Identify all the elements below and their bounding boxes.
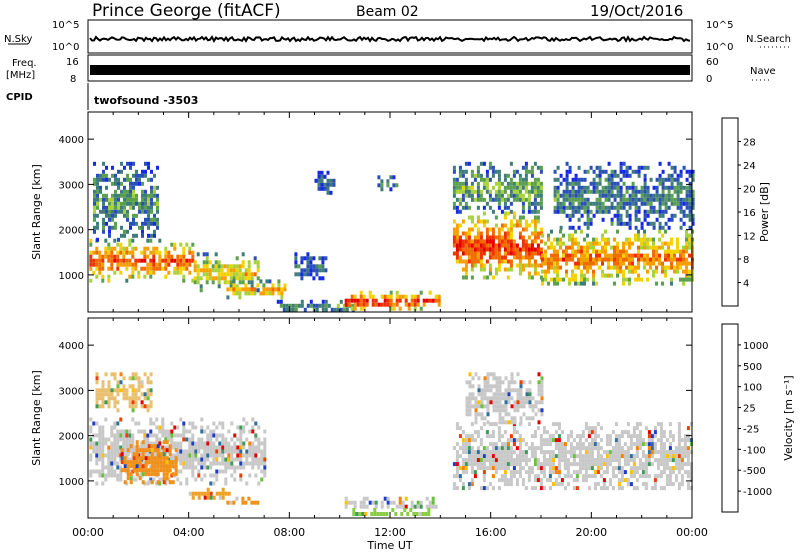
power-echo-region — [226, 279, 287, 300]
power-echo-region — [344, 290, 441, 311]
nsky-tick-bottom: 10^0 — [52, 42, 79, 53]
velocity-colorbar-frame — [721, 323, 739, 513]
x-tick-label: 20:00 — [575, 526, 607, 539]
power-colorbar-tick-label: 4 — [743, 279, 749, 290]
nsearch-tick-bottom: 10^0 — [706, 42, 733, 53]
velocity-y-tick-label: 4000 — [59, 341, 84, 352]
freq-tick-bottom: 8 — [70, 74, 76, 85]
velocity-colorbar-tick-label: -100 — [743, 445, 766, 456]
power-echo-region — [541, 229, 694, 286]
freq-tick-top: 16 — [66, 57, 79, 68]
x-tick-label: 00:00 — [676, 526, 708, 539]
velocity-echo-region — [344, 496, 438, 509]
nsky-label: N.Sky — [4, 34, 32, 45]
freq-label-2: [MHz] — [6, 70, 35, 81]
x-tick-label: 04:00 — [173, 526, 205, 539]
velocity-y-axis: 1000 2000 3000 4000 — [59, 318, 693, 518]
time-x-axis: 00:00 04:00 08:00 12:00 16:00 20:00 00:00 — [72, 526, 708, 539]
velocity-y-label: Slant Range [km] — [30, 370, 43, 466]
power-y-tick-label: 1000 — [59, 271, 84, 282]
power-colorbar-tick-label: 28 — [743, 138, 756, 149]
power-echo-region — [294, 252, 328, 281]
velocity-colorbar-tick-label: 25 — [743, 404, 756, 415]
velocity-colorbar-label: Velocity [m s⁻¹] — [782, 375, 795, 460]
velocity-colorbar-tick-label: -25 — [743, 424, 759, 435]
power-echo-region — [452, 161, 543, 214]
nsky-strip-frame — [87, 19, 693, 54]
power-y-axis: 1000 2000 3000 4000 — [59, 112, 693, 312]
power-colorbar-tick-label: 20 — [743, 185, 756, 196]
beam-title: Beam 02 — [356, 4, 419, 20]
power-echo-region — [553, 161, 695, 230]
velocity-colorbar-tick-label: -1000 — [743, 487, 772, 498]
freq-label-1: Freq. — [12, 58, 37, 69]
power-y-tick-label: 3000 — [59, 180, 84, 191]
station-title: Prince George (fitACF) — [92, 1, 281, 21]
power-y-tick-label: 4000 — [59, 135, 84, 146]
power-colorbar-label: Power [dB] — [758, 182, 771, 242]
velocity-colorbar-tick-label: 100 — [743, 383, 762, 394]
power-echo-region — [193, 252, 260, 293]
x-tick-label: 16:00 — [475, 526, 507, 539]
velocity-heatmap-data — [89, 372, 693, 516]
power-echo-region — [89, 238, 195, 283]
velocity-y-tick-label: 1000 — [59, 477, 84, 488]
velocity-colorbar-tick-label: -500 — [743, 466, 766, 477]
power-echo-region — [276, 299, 355, 312]
power-colorbar-tick-label: 16 — [743, 208, 756, 219]
x-tick-label: 00:00 — [72, 526, 104, 539]
power-colorbar-tick-label: 8 — [743, 255, 749, 266]
velocity-colorbar-tick-label: 1000 — [743, 341, 768, 352]
nave-tick-bottom: 0 — [706, 74, 712, 85]
velocity-echo-region — [89, 417, 267, 486]
power-colorbar-tick-label: 24 — [743, 161, 756, 172]
power-echo-region — [452, 211, 543, 280]
nsky-tick-top: 10^5 — [52, 20, 79, 31]
velocity-echo-region — [188, 487, 231, 500]
velocity-colorbar: 1000 500 100 25 -25 -100 -500 -1000 — [721, 323, 772, 513]
power-heatmap-data — [89, 161, 695, 312]
cpid-label: CPID — [6, 92, 33, 103]
x-tick-label: 08:00 — [273, 526, 305, 539]
freq-strip-frame — [87, 54, 693, 82]
power-y-label: Slant Range [km] — [30, 164, 43, 260]
velocity-echo-region — [120, 440, 178, 485]
velocity-echo-region — [226, 496, 260, 505]
power-echo-region — [314, 170, 336, 195]
cpid-value: twofsound -3503 — [94, 94, 198, 107]
velocity-colorbar-tick-label: 500 — [743, 362, 762, 373]
nsearch-label: N.Search — [746, 34, 791, 45]
power-echo-region — [377, 175, 399, 192]
x-tick-label: 12:00 — [374, 526, 406, 539]
velocity-echo-region — [452, 422, 693, 491]
power-colorbar-frame — [721, 117, 739, 307]
velocity-y-tick-label: 3000 — [59, 386, 84, 397]
nsearch-tick-top: 10^5 — [706, 20, 733, 31]
date-title: 19/Oct/2016 — [590, 2, 683, 20]
nave-label: Nave — [750, 66, 776, 77]
x-axis-label: Time UT — [366, 539, 412, 552]
power-echo-region — [93, 161, 159, 242]
velocity-echo-region — [352, 508, 431, 516]
velocity-y-tick-label: 2000 — [59, 432, 84, 443]
velocity-echo-region — [465, 372, 544, 425]
nsky-trace — [89, 35, 691, 43]
freq-trace — [90, 65, 690, 75]
velocity-echo-region — [95, 372, 153, 413]
power-y-tick-label: 2000 — [59, 226, 84, 237]
power-colorbar: 28 24 20 16 12 8 4 — [721, 117, 756, 307]
nave-tick-top: 60 — [706, 57, 719, 68]
power-colorbar-tick-label: 12 — [743, 232, 756, 243]
